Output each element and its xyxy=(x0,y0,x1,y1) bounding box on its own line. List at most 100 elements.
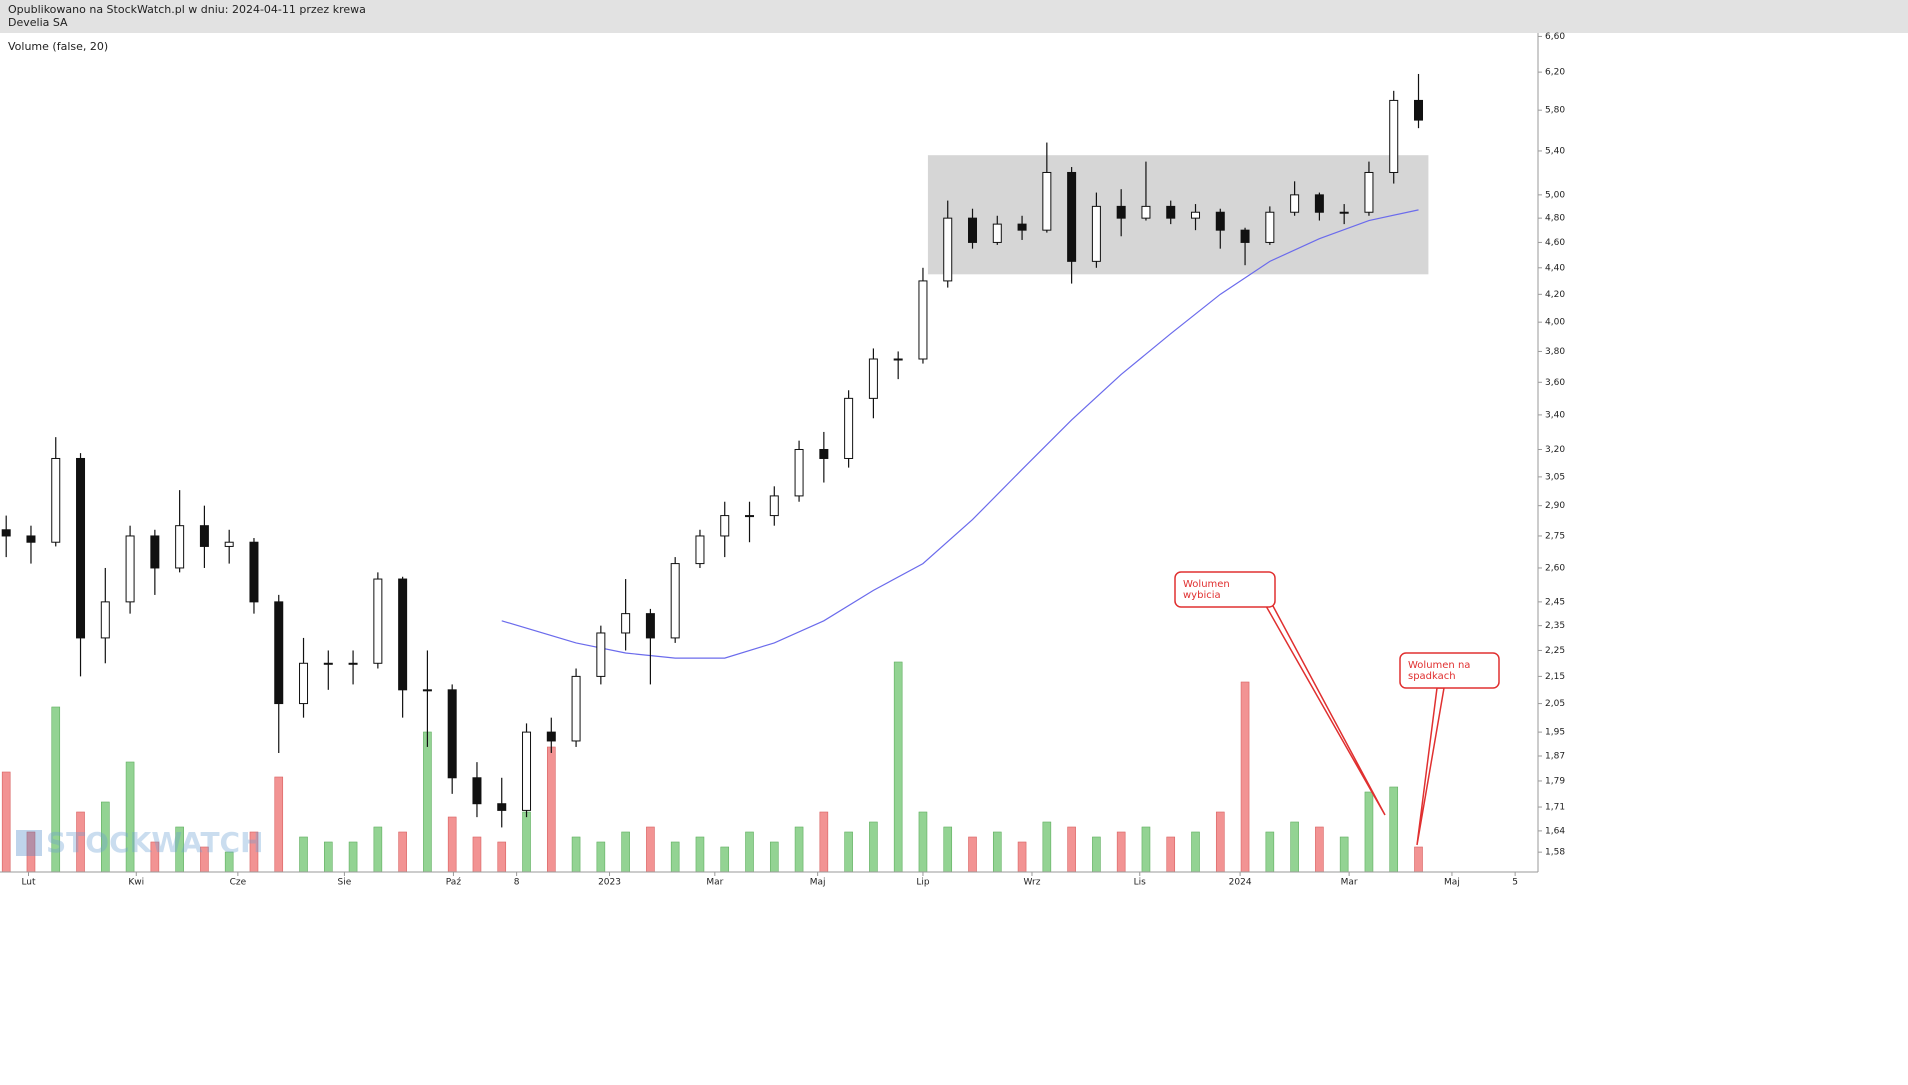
candle-body xyxy=(720,515,730,537)
candle-body xyxy=(1191,211,1201,219)
x-tick-label: 8 xyxy=(514,878,520,888)
y-tick-label: 5,40 xyxy=(1545,146,1565,156)
range-zone xyxy=(927,155,1429,275)
x-tick-label: Paź xyxy=(446,878,462,888)
candle-body xyxy=(794,448,804,497)
volume-bar xyxy=(1240,681,1250,873)
volume-bar xyxy=(1092,836,1101,873)
candle-body xyxy=(1091,205,1101,262)
candle-body xyxy=(1215,211,1225,231)
annotation-text: spadkach xyxy=(1408,671,1456,682)
candle-body xyxy=(1017,223,1027,231)
candle-body xyxy=(992,223,1002,243)
candle-body xyxy=(249,541,259,603)
y-tick-label: 3,60 xyxy=(1545,378,1565,388)
candle-body xyxy=(918,280,928,360)
volume-bar xyxy=(522,811,531,873)
y-tick-label: 5,80 xyxy=(1545,106,1565,116)
volume-bar xyxy=(670,841,680,873)
volume-bar xyxy=(373,826,383,873)
volume-bar xyxy=(1042,821,1052,873)
y-tick-label: 3,05 xyxy=(1545,472,1565,482)
x-tick-label: Sie xyxy=(338,878,352,888)
volume-bar xyxy=(1315,826,1324,873)
y-tick-label: 4,80 xyxy=(1545,214,1565,224)
x-tick-label: Kwi xyxy=(128,878,144,888)
volume-bar xyxy=(423,731,432,873)
candle-body xyxy=(745,515,755,518)
y-tick-label: 1,71 xyxy=(1545,803,1565,813)
source: Opublikowano na StockWatch.pl w dniu: 20… xyxy=(8,3,366,16)
y-tick-label: 1,79 xyxy=(1545,776,1565,786)
x-tick-label: Lut xyxy=(21,878,36,888)
volume-bar xyxy=(621,831,630,873)
volume-bar xyxy=(745,831,754,873)
annotation-text: Wolumen xyxy=(1183,579,1230,590)
volume-bar xyxy=(447,816,457,873)
candle-body xyxy=(1042,171,1052,231)
x-tick-label: Lis xyxy=(1134,878,1147,888)
volume-bar xyxy=(869,821,878,873)
candle-body xyxy=(645,613,655,639)
candle-body xyxy=(323,662,333,665)
candle-body xyxy=(1116,205,1126,219)
volume-bar xyxy=(720,846,730,873)
candle-body xyxy=(571,675,581,742)
y-tick-label: 2,90 xyxy=(1545,501,1565,511)
candle-body xyxy=(348,662,358,665)
volume-bar xyxy=(1290,821,1299,873)
volume-bar xyxy=(695,836,705,873)
y-tick-label: 2,15 xyxy=(1545,672,1565,682)
candle-body xyxy=(1240,229,1250,243)
volume-bar xyxy=(596,841,606,873)
candle-body xyxy=(943,217,953,282)
candle-body xyxy=(769,495,779,517)
candle-body xyxy=(299,662,309,705)
candle-body xyxy=(621,613,631,634)
volume-bar xyxy=(299,836,308,873)
candle-body xyxy=(1314,194,1324,213)
candle-body xyxy=(1389,99,1399,173)
candle-body xyxy=(447,689,457,779)
candle-body xyxy=(51,457,61,543)
y-tick-label: 1,64 xyxy=(1545,826,1565,836)
y-tick-label: 4,60 xyxy=(1545,238,1565,248)
volume-bar xyxy=(819,811,829,873)
volume-bar xyxy=(398,831,407,873)
volume-bar xyxy=(323,841,333,873)
watermark-icon xyxy=(16,830,42,856)
volume-bar xyxy=(1414,846,1423,873)
volume-bar xyxy=(472,836,482,873)
candle-body xyxy=(1290,194,1300,213)
annotation-arrow xyxy=(1264,605,1386,816)
header-band xyxy=(0,0,1908,33)
annotation: Wolumen na spadkach xyxy=(1399,652,1500,846)
candle-body xyxy=(695,535,705,565)
volume-bar xyxy=(1141,826,1151,873)
y-tick-label: 5,00 xyxy=(1545,190,1565,200)
candle-body xyxy=(150,535,160,569)
candle-body xyxy=(968,217,978,243)
candle-body xyxy=(522,731,532,811)
x-tick-label: Wrz xyxy=(1024,878,1041,888)
candle-body xyxy=(893,358,903,361)
volume-bar xyxy=(1364,791,1374,873)
volume-bar xyxy=(646,826,655,873)
candle-body xyxy=(1339,211,1349,214)
candle-body xyxy=(175,525,185,569)
x-tick-label: 2024 xyxy=(1229,878,1252,888)
y-tick-label: 1,58 xyxy=(1545,848,1565,858)
volume-bar xyxy=(1215,811,1225,873)
volume-bar xyxy=(794,826,804,873)
volume-bar xyxy=(1339,836,1349,873)
y-tick-label: 1,95 xyxy=(1545,728,1565,738)
indicator-label: Volume (false, 20) xyxy=(8,40,108,53)
volume-bar xyxy=(844,831,853,873)
y-tick-label: 3,40 xyxy=(1545,410,1565,420)
volume-bar xyxy=(968,836,977,873)
y-tick-label: 6,60 xyxy=(1545,32,1565,42)
y-tick-label: 2,35 xyxy=(1545,621,1565,631)
annotation-arrow xyxy=(1416,687,1445,846)
y-tick-label: 4,20 xyxy=(1545,290,1565,300)
